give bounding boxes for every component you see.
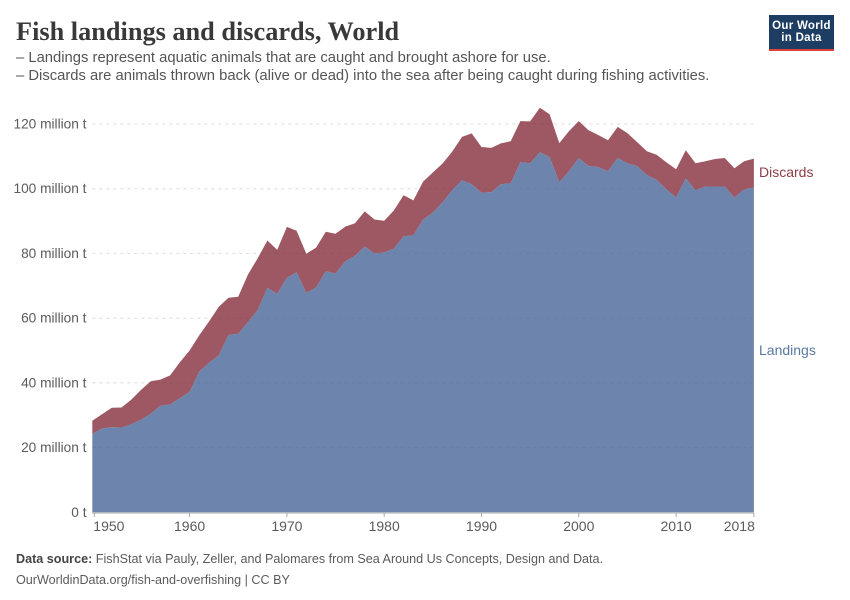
svg-text:100 million t: 100 million t (13, 181, 86, 196)
svg-text:1950: 1950 (93, 518, 124, 534)
svg-text:2018: 2018 (724, 518, 755, 534)
svg-text:2000: 2000 (563, 518, 594, 534)
svg-text:20 million t: 20 million t (21, 440, 87, 455)
svg-text:60 million t: 60 million t (21, 311, 87, 326)
svg-text:1970: 1970 (271, 518, 302, 534)
svg-text:1960: 1960 (174, 518, 205, 534)
svg-text:40 million t: 40 million t (21, 375, 87, 390)
svg-text:2010: 2010 (661, 518, 692, 534)
svg-text:0 t: 0 t (71, 505, 86, 520)
svg-text:1990: 1990 (466, 518, 497, 534)
svg-text:1980: 1980 (369, 518, 400, 534)
svg-text:Discards: Discards (759, 164, 813, 180)
svg-text:120 million t: 120 million t (13, 117, 86, 132)
svg-text:Landings: Landings (759, 342, 816, 358)
svg-text:80 million t: 80 million t (21, 246, 87, 261)
